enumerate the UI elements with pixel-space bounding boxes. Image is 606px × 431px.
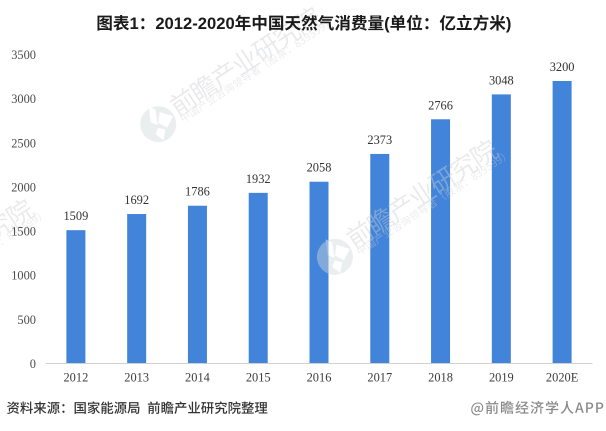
svg-text:0: 0 <box>30 357 36 371</box>
svg-text:2500: 2500 <box>11 136 36 150</box>
svg-text:1692: 1692 <box>124 193 149 207</box>
svg-text:2020E: 2020E <box>546 371 578 385</box>
svg-text:2373: 2373 <box>367 133 392 147</box>
svg-text:2013: 2013 <box>124 371 149 385</box>
svg-text:1500: 1500 <box>11 225 36 239</box>
svg-text:1932: 1932 <box>246 172 271 186</box>
svg-text:2766: 2766 <box>428 98 453 112</box>
svg-text:2012: 2012 <box>63 371 88 385</box>
svg-text:500: 500 <box>17 313 36 327</box>
svg-text:2018: 2018 <box>428 371 453 385</box>
svg-text:1000: 1000 <box>11 269 36 283</box>
svg-text:(: ( <box>384 14 390 33</box>
svg-text:2014: 2014 <box>185 371 210 385</box>
svg-text:3048: 3048 <box>489 73 514 87</box>
svg-text:1786: 1786 <box>185 185 210 199</box>
svg-text:3200: 3200 <box>550 60 575 74</box>
svg-text:1509: 1509 <box>63 209 88 223</box>
svg-text:1: 1 <box>130 14 139 33</box>
svg-text:2016: 2016 <box>307 371 332 385</box>
svg-text:2019: 2019 <box>489 371 514 385</box>
svg-text:2017: 2017 <box>367 371 392 385</box>
svg-text:3500: 3500 <box>11 48 36 62</box>
svg-text:3000: 3000 <box>11 92 36 106</box>
svg-text:2058: 2058 <box>307 161 332 175</box>
svg-text:2012-2020: 2012-2020 <box>155 14 234 33</box>
svg-text:): ) <box>506 14 512 33</box>
svg-text:2000: 2000 <box>11 180 36 194</box>
svg-text:2015: 2015 <box>246 371 271 385</box>
